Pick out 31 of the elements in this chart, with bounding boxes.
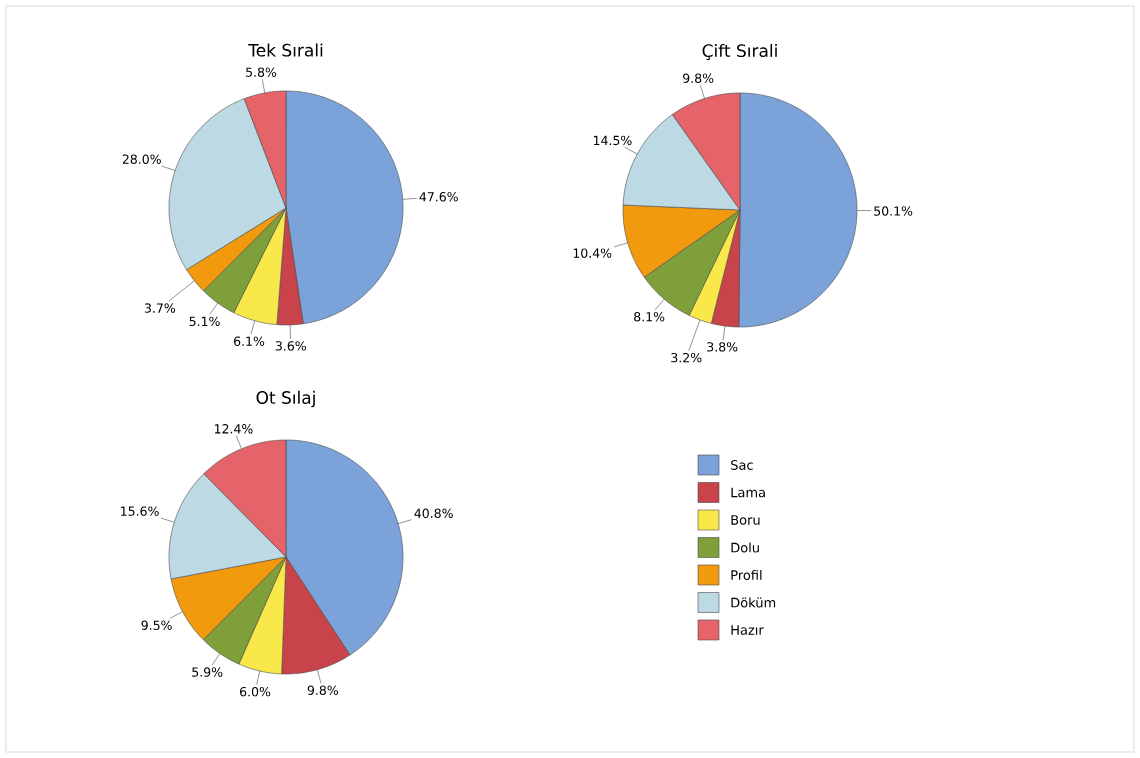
data-label: 9.8% — [683, 73, 714, 83]
data-label: 5.1% — [189, 316, 220, 327]
data-label: 47.6% — [419, 192, 458, 202]
legend-label: Dolu — [731, 542, 759, 553]
data-label: 5.8% — [246, 67, 277, 77]
data-label: 14.5% — [593, 135, 632, 146]
data-label: 15.6% — [121, 506, 159, 516]
data-label: 9.5% — [141, 620, 172, 630]
data-label: 6.0% — [240, 686, 271, 697]
data-label: 12.4% — [214, 424, 253, 434]
data-label: 40.8% — [414, 508, 453, 519]
data-label: 3.6% — [275, 341, 306, 351]
data-label: 28.0% — [122, 154, 161, 164]
data-label: 3.2% — [671, 352, 702, 363]
data-label: 10.4% — [573, 248, 612, 258]
data-label: 3.8% — [707, 342, 738, 352]
legend-label: Profil — [731, 569, 762, 581]
chart-title: Çift Sırali — [702, 43, 777, 61]
chart-title: Tek Sırali — [248, 43, 323, 57]
data-label: 6.1% — [234, 336, 265, 346]
legend-label: Lama — [731, 487, 765, 498]
chart-title: Ot Sılaj — [256, 390, 315, 408]
data-label: 8.1% — [634, 312, 665, 322]
data-label: 3.7% — [144, 303, 176, 313]
legend-label: Döküm — [731, 597, 776, 608]
data-label: 5.9% — [192, 667, 223, 677]
legend-label: Sac — [731, 460, 753, 470]
data-label: 50.1% — [874, 206, 913, 216]
legend-label: Boru — [731, 515, 760, 525]
data-label: 9.8% — [307, 685, 339, 695]
legend-label: Hazır — [731, 625, 764, 635]
